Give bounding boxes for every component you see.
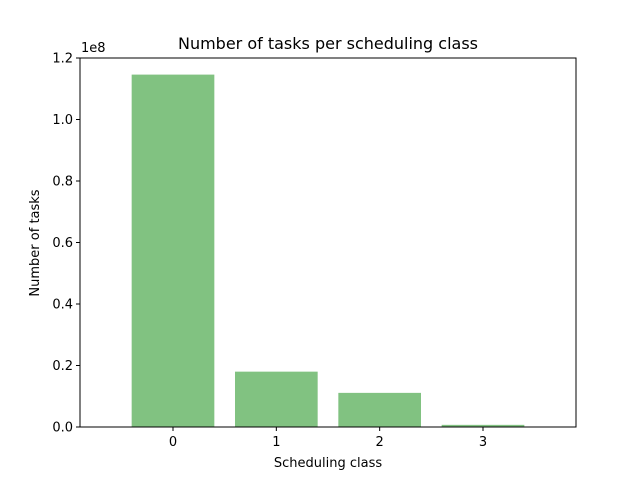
x-ticks-group: 0 1 2 3	[169, 427, 487, 450]
y-scale-label: 1e8	[81, 41, 106, 56]
bar-0	[131, 74, 215, 427]
bars-group	[131, 74, 525, 427]
y-tick-label: 0.4	[52, 298, 73, 313]
x-tick-label: 0	[169, 435, 177, 450]
bar-1	[235, 371, 318, 427]
plot-frame	[79, 57, 577, 428]
x-tick-label: 3	[479, 435, 487, 450]
y-tick-label: 1.2	[52, 52, 73, 67]
x-axis-label: Scheduling class	[274, 456, 382, 471]
bar-3	[441, 424, 525, 427]
y-tick-label: 0.2	[52, 359, 73, 374]
y-axis-label: Number of tasks	[28, 189, 43, 296]
bar-2	[338, 392, 421, 427]
x-tick-label: 1	[272, 435, 280, 450]
y-tick-label: 0.6	[52, 236, 73, 251]
y-tick-label: 0.0	[52, 421, 73, 436]
chart-title: Number of tasks per scheduling class	[178, 34, 478, 53]
y-tick-label: 1.0	[52, 113, 73, 128]
x-tick-label: 2	[376, 435, 384, 450]
y-tick-label: 0.8	[52, 175, 73, 190]
y-ticks-group: 0.0 0.2 0.4 0.6 0.8 1.0 1.2	[52, 52, 80, 436]
